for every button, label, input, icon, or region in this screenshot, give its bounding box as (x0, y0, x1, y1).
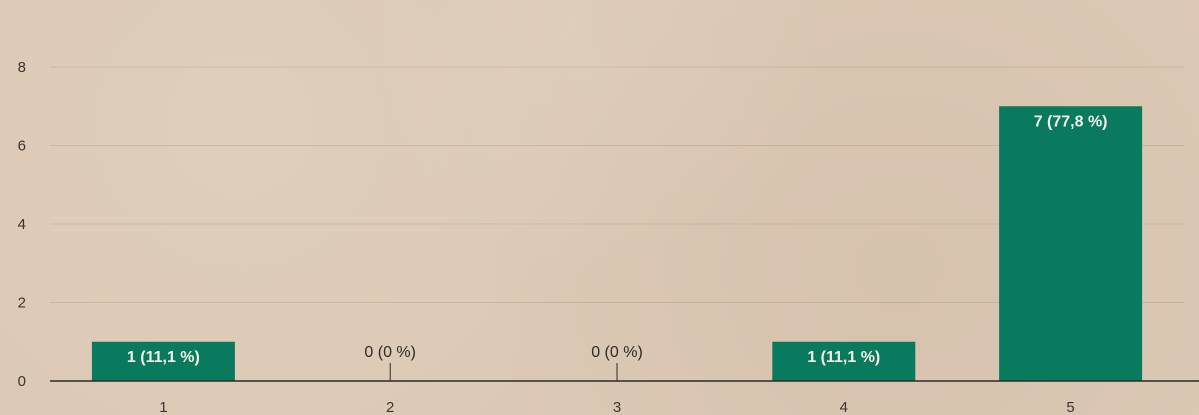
y-tick-label: 8 (18, 59, 26, 76)
data-label: 0 (0 %) (364, 344, 416, 361)
bar-1 (91, 341, 235, 381)
data-label: 1 (11,1 %) (127, 349, 200, 366)
x-tick-label: 3 (613, 399, 621, 415)
data-label: 7 (77,8 %) (1034, 113, 1108, 130)
x-tick-label: 2 (386, 399, 394, 415)
x-tick-label: 1 (159, 399, 167, 415)
data-label: 0 (0 %) (591, 344, 643, 361)
data-label: 1 (11,1 %) (807, 349, 880, 366)
y-tick-label: 2 (18, 295, 26, 312)
gridlines (50, 66, 1184, 303)
y-tick-label: 6 (18, 138, 26, 155)
y-tick-label: 4 (18, 216, 26, 233)
bars (91, 106, 1143, 381)
x-tick-label: 4 (840, 399, 848, 415)
bar-5 (999, 106, 1143, 381)
labels: 0 2 4 6 8 1 (11,1 %) 1 0 (0 %) 2 0 (0 %) 3 1 (11,1 … (18, 59, 1108, 415)
y-tick-label: 0 (18, 373, 26, 390)
bar-4 (772, 341, 916, 381)
x-tick-label: 5 (1066, 399, 1074, 415)
